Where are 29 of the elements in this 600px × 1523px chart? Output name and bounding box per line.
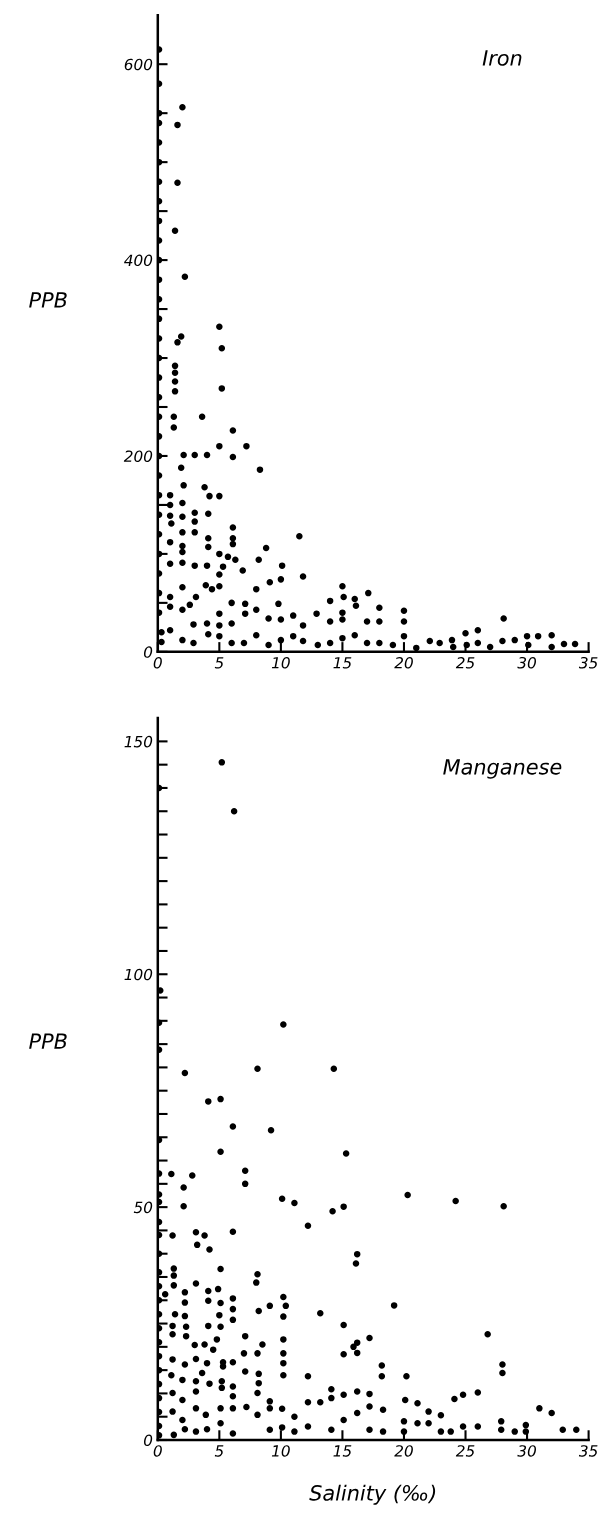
x-tick-label: 10	[271, 1445, 290, 1457]
y-tick-label: 50	[133, 1201, 153, 1214]
x-tick-label: 30	[517, 1445, 537, 1457]
y-tick-label: 200	[123, 450, 153, 462]
x-tick-label: 5	[214, 657, 224, 669]
x-tick-label: 5	[214, 1445, 224, 1457]
x-tick-label: 0	[153, 656, 162, 669]
x-tick-label: 0	[153, 1445, 162, 1457]
text: Manganese	[443, 759, 562, 779]
y-tick-label: 0	[143, 646, 153, 658]
x-tick-label: 15	[333, 1445, 352, 1457]
y-tick-label: 100	[124, 968, 153, 981]
y-tick-label: 400	[124, 254, 153, 267]
x-axis-title: Salinity (‰)	[309, 1484, 436, 1505]
y-tick-label: 0	[143, 1434, 153, 1447]
x-tick-label: 25	[455, 1445, 475, 1457]
y-axis-title: PPB	[29, 1033, 67, 1049]
y-axis-title: PPB	[29, 292, 67, 308]
x-tick-label: 20	[394, 656, 413, 669]
x-tick-label: 10	[271, 656, 290, 669]
x-tick-label: 30	[517, 656, 537, 669]
x-tick-label: 20	[394, 1445, 413, 1457]
x-tick-label: 15	[333, 657, 352, 669]
y-tick-label: 150	[124, 735, 153, 748]
y-tick-label: 600	[124, 58, 153, 71]
text: Iron	[482, 50, 522, 66]
x-tick-label: 25	[455, 656, 475, 669]
x-tick-label: 35	[578, 1445, 598, 1457]
x-tick-label: 35	[578, 656, 598, 669]
